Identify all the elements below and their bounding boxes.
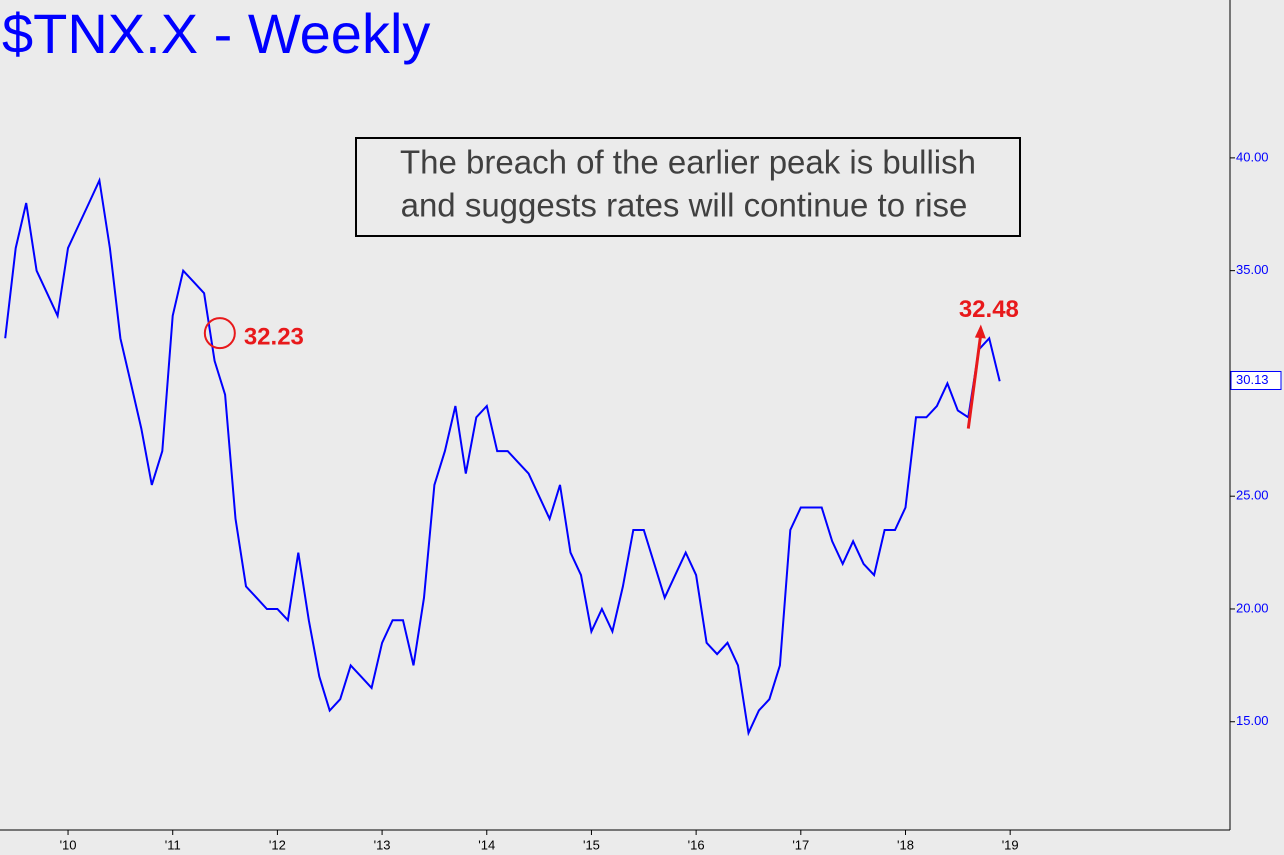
y-tick-label: 40.00 [1236, 149, 1269, 164]
y-tick-label: 25.00 [1236, 488, 1269, 503]
x-tick-label: '17 [792, 837, 809, 852]
peak-label: 32.23 [244, 323, 304, 350]
y-tick-label: 35.00 [1236, 262, 1269, 277]
x-tick-label: '10 [60, 837, 77, 852]
x-tick-label: '12 [269, 837, 286, 852]
x-tick-label: '11 [165, 837, 181, 852]
y-tick-label: 15.00 [1236, 713, 1269, 728]
chart-title: $TNX.X - Weekly [2, 2, 430, 65]
note-line: and suggests rates will continue to rise [401, 187, 968, 224]
x-tick-label: '18 [897, 837, 914, 852]
x-tick-label: '19 [1002, 837, 1019, 852]
x-tick-label: '13 [374, 837, 391, 852]
note-box [355, 137, 1021, 237]
arrow-shaft [966, 333, 983, 429]
x-tick-label: '14 [478, 837, 495, 852]
note-line: The breach of the earlier peak is bullis… [400, 144, 976, 181]
peak-circle [203, 317, 236, 350]
last-price-label: 30.13 [1236, 372, 1269, 387]
last-price-box [1230, 370, 1282, 390]
price-line [4, 176, 1001, 737]
y-tick-label: 20.00 [1236, 600, 1269, 615]
x-tick-label: '16 [688, 837, 705, 852]
x-tick-label: '15 [583, 837, 600, 852]
peak-label: 32.48 [959, 296, 1019, 323]
arrow-head [974, 324, 986, 339]
